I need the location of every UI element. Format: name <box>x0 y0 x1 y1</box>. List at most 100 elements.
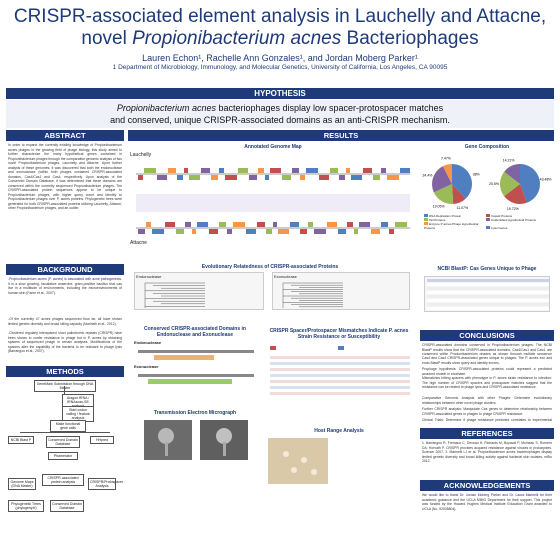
flow-node-phamerator: Phamerator <box>48 452 78 460</box>
gene-block <box>238 168 248 173</box>
ncbi-row <box>427 299 549 302</box>
gene-block <box>192 229 196 234</box>
attacne-label: Attacne <box>130 240 147 246</box>
tem-title: Transmission Electron Micrograph <box>153 410 237 416</box>
ncbi-row <box>427 307 549 310</box>
future-2: Further CRISPR analysis: Manipulate Cas … <box>422 407 552 416</box>
genome-map-graphic <box>136 168 410 234</box>
gene-block <box>201 168 210 173</box>
host-range-caption <box>332 438 412 484</box>
ncbi-title: NCBI BlastP: Cas Genes Unique to Phage <box>437 266 537 272</box>
background-heading: BACKGROUND <box>6 264 124 275</box>
flow-node-genome-maps: Genome Maps (DNA Master) <box>8 478 36 490</box>
gene-block <box>327 222 337 227</box>
gene-block <box>395 222 407 227</box>
flow-node-functional-calls: Make functional gene calls <box>50 420 86 432</box>
gene-block <box>184 168 188 173</box>
hypothesis-text: Propionibacterium acnes bacteriophages d… <box>6 100 554 128</box>
hypothesis-heading: HYPOTHESIS <box>6 88 554 99</box>
conserved-exonuclease-graphic <box>138 374 254 384</box>
ncbi-row <box>427 283 549 286</box>
pie-label: 11.07% <box>456 206 468 210</box>
gene-block <box>157 175 167 180</box>
ncbi-row <box>427 287 549 290</box>
gene-block <box>363 168 372 173</box>
conserved-title: Conserved CRISPR-associated Domains in E… <box>144 326 246 338</box>
pie-label: 14.21% <box>503 159 515 163</box>
evolutionary-caption <box>134 312 410 324</box>
pie-slice <box>500 171 520 197</box>
ncbi-row <box>427 291 549 294</box>
legend-item: DNA Replication Protein <box>424 214 486 218</box>
flow-node-crispr-analysis: CRISPR-associated protein analysis <box>42 474 84 486</box>
flow-node-protospacer: CRISPR/Protospacer Analysis <box>88 478 124 490</box>
gene-block <box>381 222 388 227</box>
ncbi-table <box>424 276 550 312</box>
host-range-title: Host Range Analysis <box>314 428 364 434</box>
conclusion-1: CRISPR-associated domains conserved in P… <box>422 343 552 355</box>
background-item-3: -Clustered regularly interspaced short p… <box>8 331 122 353</box>
conserved-exonuclease-label: Exonuclease <box>134 364 159 369</box>
pie-slice <box>433 184 454 204</box>
endonuclease-tree-label: Endonuclease <box>136 274 162 279</box>
flow-node-phylogenetic: Phylogenetic Trees (phylogeny.fr) <box>8 500 44 512</box>
gene-block <box>381 168 386 173</box>
pie-slice <box>452 184 466 204</box>
flow-node-cdd-2: Conserved Domain Database <box>50 500 84 512</box>
ncbi-row <box>427 303 549 306</box>
gene-block <box>219 168 224 173</box>
gene-block <box>258 168 264 173</box>
gene-block <box>308 222 313 227</box>
gene-block <box>330 168 338 173</box>
genome-map-title: Annotated Genome Map <box>244 144 302 150</box>
acknowledgements-text: We would like to thank Dr. Jordan Moberg… <box>422 493 552 511</box>
exonuclease-tree-label: Exonuclease <box>274 274 297 279</box>
protospacer-title: CRISPR Spacer/Protospacer Mismatches Ind… <box>269 328 409 340</box>
references-heading: REFERENCES <box>420 428 554 439</box>
hypothesis-species: Propionibacterium acnes <box>116 103 216 113</box>
endonuclease-tree-graphic <box>144 282 205 308</box>
protospacer-row <box>270 368 410 371</box>
gene-block <box>152 229 164 234</box>
conclusions-heading: CONCLUSIONS <box>420 330 554 341</box>
pie-label: 43.48% <box>540 177 552 181</box>
pie-label: 7.47% <box>441 157 451 161</box>
gene-block <box>233 222 245 227</box>
protospacer-graphic <box>270 346 410 395</box>
pie-slice <box>520 164 540 203</box>
results-heading: RESULTS <box>128 130 554 141</box>
pie-label: 20.5% <box>489 182 499 186</box>
gene-block <box>290 222 299 227</box>
gene-block <box>211 175 218 180</box>
gene-block <box>306 168 318 173</box>
abstract-text: In order to expand the currently existin… <box>8 143 122 210</box>
methods-heading: METHODS <box>6 366 124 377</box>
pie-slice <box>432 166 452 193</box>
abstract-heading: ABSTRACT <box>6 130 124 141</box>
protospacer-caption <box>268 400 412 426</box>
conserved-endonuclease-graphic <box>138 350 254 360</box>
gene-block <box>354 229 358 234</box>
gene-block <box>257 222 265 227</box>
gene-block <box>339 175 345 180</box>
legend-item: Tail Proteins <box>424 218 486 222</box>
flow-node-hhpred: HHpred <box>90 436 114 444</box>
protospacer-row <box>270 362 410 365</box>
hypothesis-line1-rest: bacteriophages display low spacer-protos… <box>215 103 444 113</box>
gene-block <box>387 175 399 180</box>
gene-block <box>346 168 350 173</box>
gene-block <box>197 222 208 227</box>
gene-block <box>185 222 191 227</box>
evolutionary-title: Evolutionary Relatedness of CRISPR-assoc… <box>201 264 339 270</box>
gene-block <box>209 229 218 234</box>
pie-slice <box>504 184 527 204</box>
poster-title-line1: CRISPR-associated element analysis in La… <box>13 6 547 27</box>
gene-block <box>359 222 370 227</box>
gene-block <box>138 175 143 180</box>
genome-map-caption <box>130 248 416 264</box>
protospacer-row <box>270 380 410 383</box>
conclusion-4: Mismatches hitting spacers with phenotyp… <box>422 376 552 389</box>
gene-block <box>338 229 346 234</box>
future-1: Comparative Genomic Analysis with other … <box>422 396 552 405</box>
poster-authors: Lauren Echon¹, Rachelle Ann Gonzales¹, a… <box>142 53 418 63</box>
